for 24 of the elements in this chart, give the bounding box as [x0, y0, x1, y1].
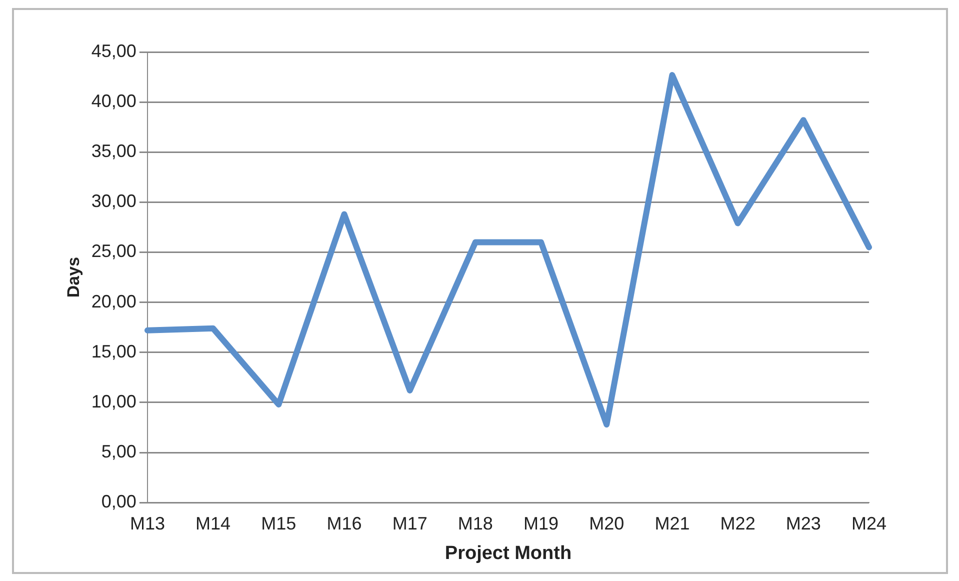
y-tick-label: 0,00	[101, 492, 136, 512]
x-tick-label: M14	[196, 513, 231, 534]
x-tick-label: M18	[458, 513, 493, 534]
y-tick-label: 20,00	[91, 291, 136, 312]
y-tick-label: 5,00	[101, 442, 136, 462]
y-tick-label: 45,00	[91, 40, 136, 61]
x-axis-title: Project Month	[444, 542, 572, 564]
y-tick-label: 15,00	[91, 341, 136, 362]
x-tick-label: M17	[392, 513, 428, 534]
y-tick-label: 40,00	[91, 91, 136, 112]
x-tick-label: M24	[851, 513, 887, 534]
y-axis-title: Days	[64, 256, 83, 298]
x-tick-label: M21	[654, 513, 690, 534]
x-tick-label: M19	[524, 513, 559, 534]
y-tick-label: 30,00	[91, 191, 136, 212]
x-tick-label: M15	[261, 513, 296, 534]
x-tick-label: M23	[786, 513, 821, 534]
x-tick-label: M16	[326, 513, 362, 534]
x-tick-label: M22	[720, 513, 756, 534]
y-tick-label: 35,00	[91, 141, 136, 162]
y-tick-label: 10,00	[91, 391, 136, 412]
x-tick-label: M13	[130, 513, 165, 534]
y-tick-label: 25,00	[91, 241, 136, 262]
x-tick-label: M20	[589, 513, 624, 534]
